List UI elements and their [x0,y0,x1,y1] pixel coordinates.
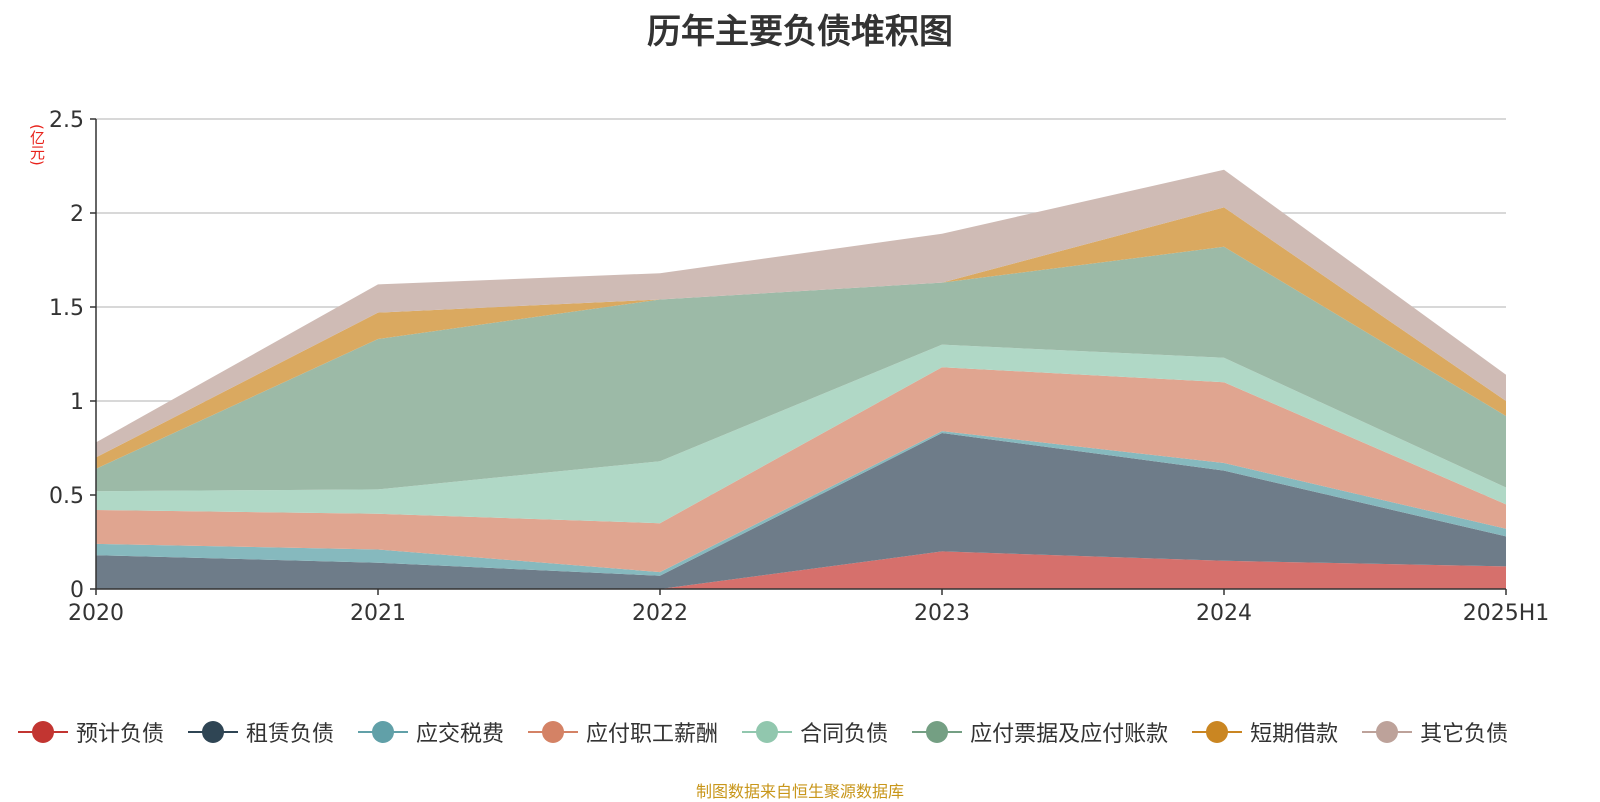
legend: 预计负债 租赁负债 应交税费 应付职工薪酬 合同负债 应付票据及应付账款 短期借款 其它负债 [18,716,1508,748]
legend-item-3[interactable]: 应付职工薪酬 [528,716,718,748]
legend-item-7[interactable]: 其它负债 [1362,716,1508,748]
legend-marker-icon [1362,720,1413,744]
chart-title: 历年主要负债堆积图 [647,12,953,52]
legend-label: 短期借款 [1250,722,1339,747]
x-tick-label: 2020 [68,601,124,626]
area-series-1 [96,433,1506,589]
legend-label: 合同负债 [800,722,889,747]
legend-item-5[interactable]: 应付票据及应付账款 [912,716,1168,748]
legend-label: 应付票据及应付账款 [970,722,1169,747]
legend-label: 租赁负债 [246,722,335,747]
source-note: 制图数据来自恒生聚源数据库 [695,782,904,801]
axes: 0 0.5 1 1.5 2 2.5 2020 2021 2022 2023 2024 2025H1 [49,108,1549,626]
legend-label: 预计负债 [76,722,165,747]
legend-item-1[interactable]: 租赁负债 [188,716,334,748]
x-tick-label: 2024 [1196,601,1252,626]
y-tick-label: 2.5 [49,108,84,133]
legend-label: 应交税费 [416,722,505,747]
legend-marker-icon [188,720,239,744]
legend-marker-icon [1192,720,1243,744]
x-tick-label: 2025H1 [1463,601,1550,626]
area-series-3 [96,367,1506,573]
area-series-6 [96,207,1506,469]
y-axis-unit-label: (亿元) [28,124,46,166]
legend-item-0[interactable]: 预计负债 [18,716,164,748]
legend-item-4[interactable]: 合同负债 [742,716,888,748]
y-tick-label: 1 [70,390,84,415]
legend-marker-icon [742,720,793,744]
legend-marker-icon [358,720,409,744]
legend-marker-icon [528,720,579,744]
area-series-2 [96,431,1506,576]
legend-marker-icon [912,720,963,744]
x-tick-label: 2023 [914,601,970,626]
legend-label: 应付职工薪酬 [586,722,719,747]
area-series-5 [96,246,1506,492]
y-tick-label: 0 [70,578,84,603]
legend-item-2[interactable]: 应交税费 [358,716,504,748]
y-tick-label: 1.5 [49,296,84,321]
x-tick-label: 2021 [350,601,406,626]
legend-item-6[interactable]: 短期借款 [1192,716,1338,748]
area-series-4 [96,344,1506,524]
x-tick-label: 2022 [632,601,688,626]
y-tick-label: 2 [70,202,84,227]
area-series [96,169,1506,589]
y-tick-label: 0.5 [49,484,84,509]
legend-marker-icon [18,720,68,744]
legend-label: 其它负债 [1420,722,1509,747]
